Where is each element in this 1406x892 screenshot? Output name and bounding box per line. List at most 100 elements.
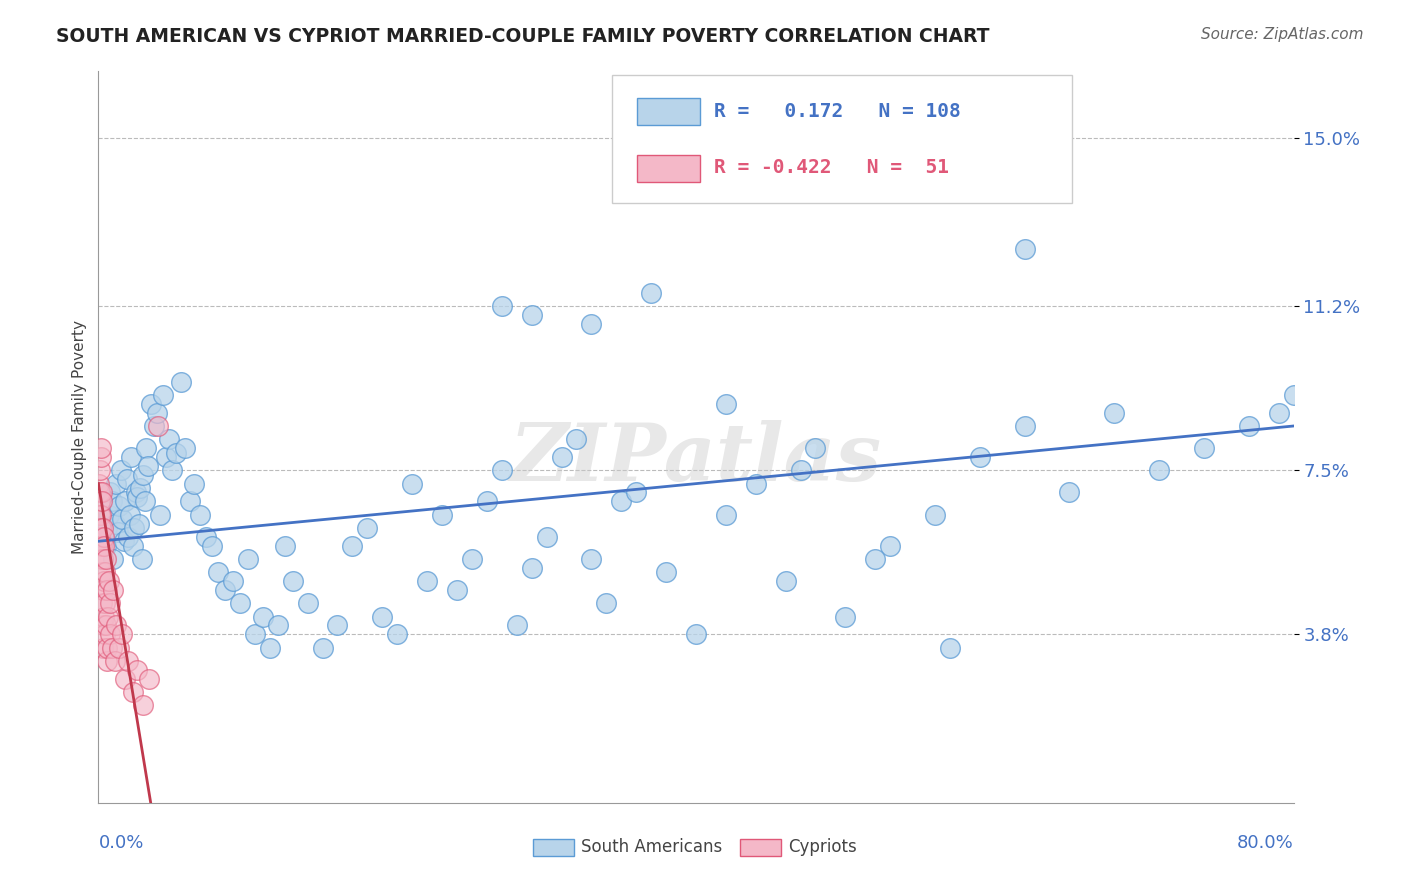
Point xyxy=(127,490,149,504)
Point xyxy=(475,494,498,508)
Point xyxy=(626,485,648,500)
Point xyxy=(132,467,155,482)
Point xyxy=(311,640,333,655)
Point xyxy=(536,530,558,544)
Point xyxy=(201,539,224,553)
Point xyxy=(94,596,117,610)
Point xyxy=(939,640,962,655)
Point xyxy=(169,375,191,389)
Point xyxy=(371,609,394,624)
Point xyxy=(174,441,197,455)
Point xyxy=(1059,485,1081,500)
Point xyxy=(610,494,633,508)
Point xyxy=(94,539,117,553)
Point xyxy=(115,472,138,486)
Point xyxy=(430,508,453,522)
Point xyxy=(131,552,153,566)
Point xyxy=(267,618,290,632)
Point xyxy=(155,450,177,464)
Point xyxy=(714,397,737,411)
Point xyxy=(91,596,114,610)
Point xyxy=(124,521,146,535)
Point xyxy=(149,508,172,522)
Point xyxy=(114,494,136,508)
Point xyxy=(326,618,349,632)
Point xyxy=(214,582,236,597)
Point xyxy=(93,582,115,597)
Point xyxy=(90,485,112,500)
Point xyxy=(89,463,111,477)
Point xyxy=(259,640,281,655)
Point xyxy=(112,534,135,549)
Point xyxy=(125,485,148,500)
Point xyxy=(90,521,112,535)
Text: 80.0%: 80.0% xyxy=(1237,834,1294,852)
Point xyxy=(98,627,121,641)
Point xyxy=(89,476,111,491)
Point xyxy=(188,508,211,522)
FancyBboxPatch shape xyxy=(533,838,574,856)
Point xyxy=(1282,388,1305,402)
Point xyxy=(745,476,768,491)
Point xyxy=(581,552,603,566)
Point xyxy=(142,419,165,434)
Point xyxy=(93,627,115,641)
Point xyxy=(128,516,150,531)
Point xyxy=(89,485,111,500)
Text: SOUTH AMERICAN VS CYPRIOT MARRIED-COUPLE FAMILY POVERTY CORRELATION CHART: SOUTH AMERICAN VS CYPRIOT MARRIED-COUPLE… xyxy=(56,27,990,45)
Point xyxy=(969,450,991,464)
Point xyxy=(104,516,127,531)
Point xyxy=(595,596,617,610)
Point xyxy=(105,618,128,632)
Point xyxy=(804,441,827,455)
Point xyxy=(104,654,127,668)
Point xyxy=(110,463,132,477)
Point xyxy=(446,582,468,597)
Point xyxy=(91,618,114,632)
Point xyxy=(297,596,319,610)
Point xyxy=(274,539,297,553)
Point xyxy=(236,552,259,566)
Point xyxy=(90,441,112,455)
Point xyxy=(108,499,131,513)
Point xyxy=(1147,463,1170,477)
Point xyxy=(93,609,115,624)
Point xyxy=(117,530,139,544)
Point xyxy=(152,388,174,402)
Text: South Americans: South Americans xyxy=(581,838,723,855)
Point xyxy=(97,609,120,624)
Point xyxy=(1014,242,1036,256)
Point xyxy=(342,539,364,553)
Point xyxy=(565,432,588,446)
Point xyxy=(111,512,134,526)
Point xyxy=(91,494,114,508)
Point xyxy=(245,627,267,641)
Point xyxy=(89,494,111,508)
Point xyxy=(117,654,139,668)
Point xyxy=(91,552,114,566)
Point xyxy=(111,627,134,641)
Point xyxy=(91,640,114,655)
Point xyxy=(1267,406,1289,420)
Point xyxy=(101,640,124,655)
Point xyxy=(520,308,543,322)
Point xyxy=(145,406,167,420)
Point xyxy=(160,463,183,477)
Point xyxy=(1014,419,1036,434)
Point xyxy=(416,574,439,589)
Point xyxy=(581,317,603,331)
Point xyxy=(252,609,274,624)
Text: R = -0.422   N =  51: R = -0.422 N = 51 xyxy=(714,159,949,178)
Point xyxy=(120,450,142,464)
Point xyxy=(93,530,115,544)
Point xyxy=(1192,441,1215,455)
Point xyxy=(93,530,115,544)
Point xyxy=(96,640,118,655)
Point xyxy=(461,552,484,566)
Point xyxy=(90,539,112,553)
Point xyxy=(129,481,152,495)
Point xyxy=(105,476,128,491)
Point xyxy=(157,432,180,446)
Point xyxy=(134,494,156,508)
Point xyxy=(121,539,143,553)
